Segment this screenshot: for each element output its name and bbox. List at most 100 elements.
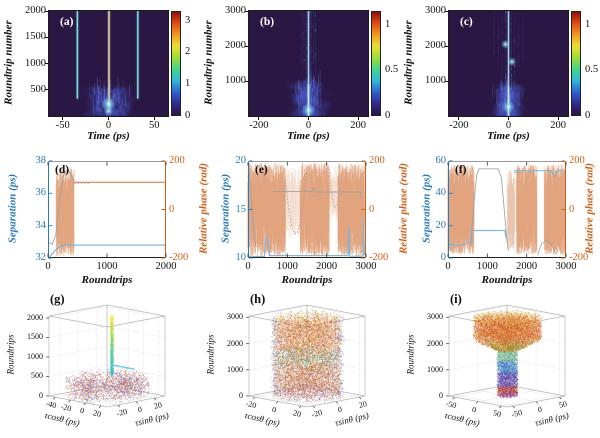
x-tick: -200 — [449, 120, 469, 131]
timeseries-panel-e: Separation (ps) Relative phase (rad) 20 15 1… — [200, 146, 410, 292]
z-tick: 1500 — [27, 332, 43, 342]
series-path — [516, 165, 538, 255]
colorbar-tick: 0 — [585, 110, 591, 121]
colorbar-tick: 1 — [385, 18, 391, 30]
x-axis-label: Roundtrips — [281, 274, 333, 286]
y-axis-label: Roundtrip number — [402, 19, 415, 105]
z-axis-label: Roundtrips — [405, 334, 416, 375]
x-tick: 2000 — [316, 261, 338, 272]
series-path — [361, 160, 365, 259]
x-tick-mark — [153, 116, 155, 120]
series-path — [161, 160, 165, 259]
plot-canvas — [449, 11, 568, 116]
plot-canvas — [49, 11, 168, 116]
plot-canvas — [249, 11, 368, 116]
z-tick: 1000 — [227, 364, 243, 374]
right-tick: 0 — [169, 203, 175, 215]
y-tick: 1000 — [425, 75, 446, 86]
left-tick: 38 — [35, 155, 47, 166]
panel-letter: (c) — [460, 16, 473, 28]
y-tick: 3000 — [225, 5, 246, 16]
scatter3d-panel-i: 0 1000 2000 3000 -50 0 50 -50 0 50 τcosθ (ps) τsinθ… — [400, 292, 600, 438]
y-axis-label: Roundtrip number — [202, 19, 215, 105]
left-tick: 0 — [440, 252, 446, 263]
series-path — [47, 169, 75, 245]
y-tick-mark — [45, 63, 49, 64]
z-tick: 2000 — [27, 312, 43, 322]
left-tick: 36 — [35, 187, 47, 199]
x-tick: -200 — [249, 120, 269, 131]
z-tick: 0 — [39, 391, 43, 400]
heatmap-plot — [448, 10, 569, 117]
x-tick: 3000 — [355, 261, 377, 272]
z-tick: 2000 — [427, 338, 443, 348]
colorbar-tick: 1 — [185, 78, 191, 90]
y-tick-mark — [245, 45, 249, 47]
series-path — [284, 168, 300, 233]
left-tick: 20 — [235, 155, 247, 166]
series-path — [299, 163, 330, 256]
right-tick: -200 — [369, 252, 389, 263]
x-axis-label: Roundtrips — [481, 274, 533, 286]
x-tick: 0 — [445, 261, 451, 272]
colorbar-tick: 0.5 — [585, 64, 599, 76]
colorbar-tick: 2 — [185, 46, 191, 58]
series-path — [447, 162, 567, 257]
y-tick: 500 — [30, 83, 46, 95]
y-axis-label: Roundtrip number — [2, 19, 15, 105]
x-tick: 1000 — [96, 261, 118, 272]
right-tick: 0 — [369, 203, 375, 215]
series-path — [561, 160, 565, 259]
z-tick: 1000 — [427, 364, 443, 374]
z-tick: 3000 — [427, 312, 443, 322]
series-path — [47, 244, 166, 260]
z-tick: 0 — [239, 391, 243, 400]
heatmap-plot — [48, 10, 169, 117]
scatter3d-panel-h: 0 1000 2000 3000 -20 0 20 -20 0 20 τcosθ (ps) τsinθ… — [200, 292, 400, 438]
x-tick-mark — [108, 116, 109, 120]
left-tick: 60 — [435, 155, 447, 166]
panel-letter: (e) — [255, 164, 268, 176]
series-path — [247, 162, 367, 257]
z-tick: 0 — [439, 391, 443, 400]
series-path — [249, 160, 253, 259]
y-tick-mark — [245, 10, 249, 12]
panel-letter: (f) — [455, 164, 467, 176]
x-tick: 3000 — [555, 261, 577, 272]
z-axis-label: Roundtrips — [5, 334, 16, 375]
x-tick: 0 — [45, 261, 51, 272]
x-tick: 50 — [149, 120, 160, 131]
y-tick: 1000 — [225, 75, 246, 86]
y-tick: 2000 — [225, 40, 246, 51]
panel-letter: (a) — [60, 16, 74, 28]
x-tick-mark — [458, 116, 460, 120]
x-tick: 200 — [550, 120, 566, 131]
timeseries-plot — [47, 160, 167, 260]
x-axis-label: Time (ps) — [287, 130, 330, 142]
series-path — [469, 168, 510, 251]
panel-letter: (g) — [50, 292, 65, 306]
left-tick: 10 — [235, 252, 247, 263]
series-path — [49, 160, 53, 259]
colorbar — [171, 11, 181, 116]
left-tick: 34 — [35, 219, 47, 231]
colorbar — [371, 11, 381, 116]
series-path — [506, 169, 515, 250]
series-path — [337, 163, 365, 256]
x-axis-label: Roundtrips — [81, 274, 133, 286]
z-tick: 500 — [31, 371, 43, 381]
y-tick: 1500 — [25, 31, 46, 43]
right-tick: 200 — [369, 155, 385, 166]
series-path — [543, 164, 566, 255]
colorbar — [571, 11, 581, 116]
left-tick: 15 — [235, 203, 247, 215]
series-path — [537, 239, 557, 256]
heatmap-plot — [248, 10, 369, 117]
series-path — [514, 170, 566, 178]
timeseries-plot — [447, 160, 567, 259]
x-tick: 2000 — [155, 261, 177, 272]
panel-letter: (b) — [260, 16, 275, 28]
series-path — [447, 165, 475, 255]
timeseries-plot — [247, 160, 367, 259]
y-tick-mark — [45, 89, 49, 91]
